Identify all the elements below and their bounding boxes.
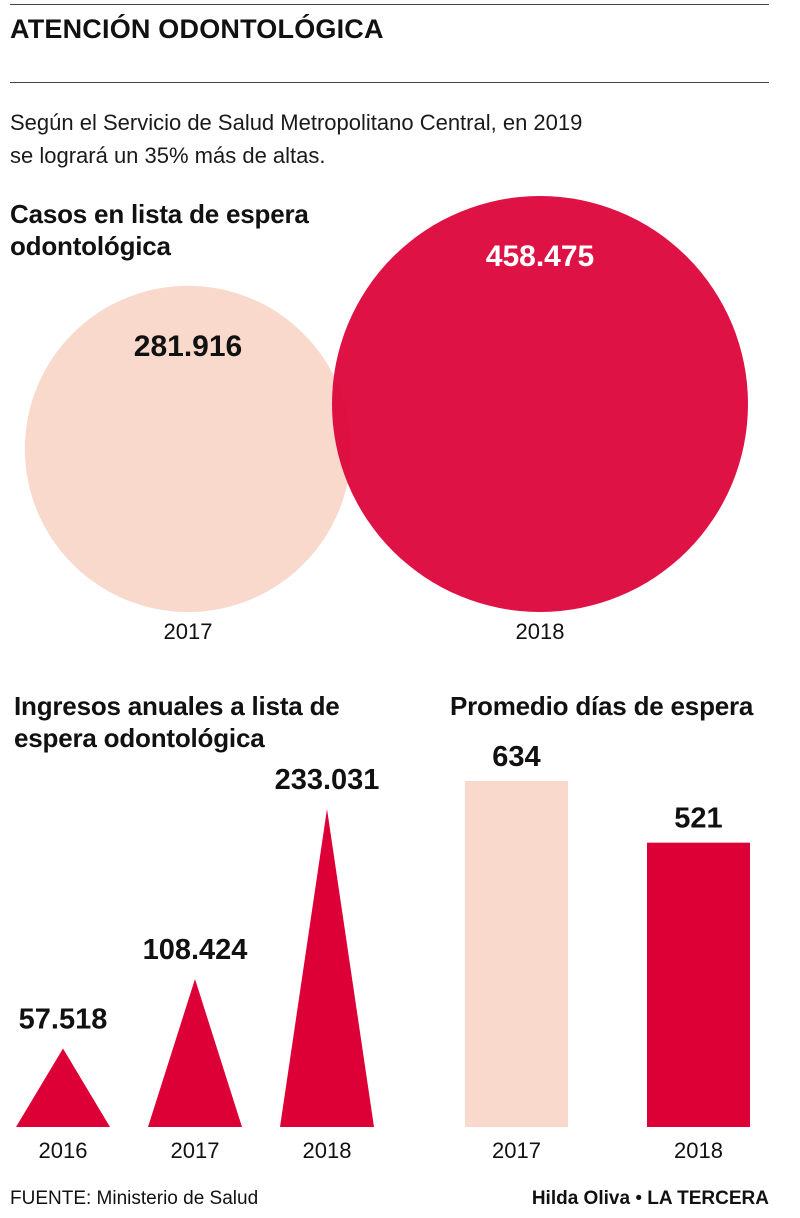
bar-value-label-2018: 521 bbox=[674, 803, 722, 835]
bubble-2018 bbox=[332, 196, 748, 612]
footer-author: Hilda Oliva bbox=[531, 1188, 631, 1209]
footer-separator: • bbox=[635, 1188, 642, 1209]
triangle-chart-title: Ingresos anuales a lista de espera odont… bbox=[14, 691, 340, 753]
footer-publication: LA TERCERA bbox=[647, 1188, 769, 1209]
triangle-2018 bbox=[280, 809, 374, 1127]
footer-source: FUENTE: Ministerio de Salud bbox=[10, 1188, 259, 1209]
bubble-2017 bbox=[24, 285, 352, 612]
bubble-value-label-2018: 458.475 bbox=[486, 240, 594, 273]
bar-category-label-2017: 2017 bbox=[492, 1138, 541, 1163]
bubble-value-label-2017: 281.916 bbox=[134, 330, 242, 363]
triangle-value-label-2017: 108.424 bbox=[143, 934, 248, 966]
bar-category-label-2018: 2018 bbox=[674, 1138, 723, 1163]
title-divider bbox=[10, 82, 769, 83]
triangle-2016 bbox=[16, 1048, 110, 1127]
triangle-2017 bbox=[148, 979, 242, 1127]
top-rule bbox=[10, 4, 769, 5]
triangle-value-label-2018: 233.031 bbox=[275, 764, 380, 796]
triangle-category-label-2016: 2016 bbox=[39, 1138, 88, 1163]
bubble-category-label-2018: 2018 bbox=[516, 619, 565, 644]
bar-chart-title: Promedio días de espera bbox=[450, 691, 754, 721]
triangle-category-label-2017: 2017 bbox=[171, 1138, 220, 1163]
bar-2017 bbox=[465, 781, 568, 1127]
triangle-category-label-2018: 2018 bbox=[303, 1138, 352, 1163]
bar-2018 bbox=[647, 842, 750, 1127]
footer-credit: Hilda Oliva • LA TERCERA bbox=[532, 1188, 769, 1210]
bubble-chart-title: Casos en lista de espera odontológica bbox=[10, 199, 309, 261]
subtitle: Según el Servicio de Salud Metropolitano… bbox=[10, 110, 583, 168]
bubble-category-label-2017: 2017 bbox=[164, 619, 213, 644]
bar-value-label-2017: 634 bbox=[492, 741, 540, 773]
triangle-value-label-2016: 57.518 bbox=[19, 1004, 108, 1036]
page-title: ATENCIÓN ODONTOLÓGICA bbox=[10, 14, 384, 44]
